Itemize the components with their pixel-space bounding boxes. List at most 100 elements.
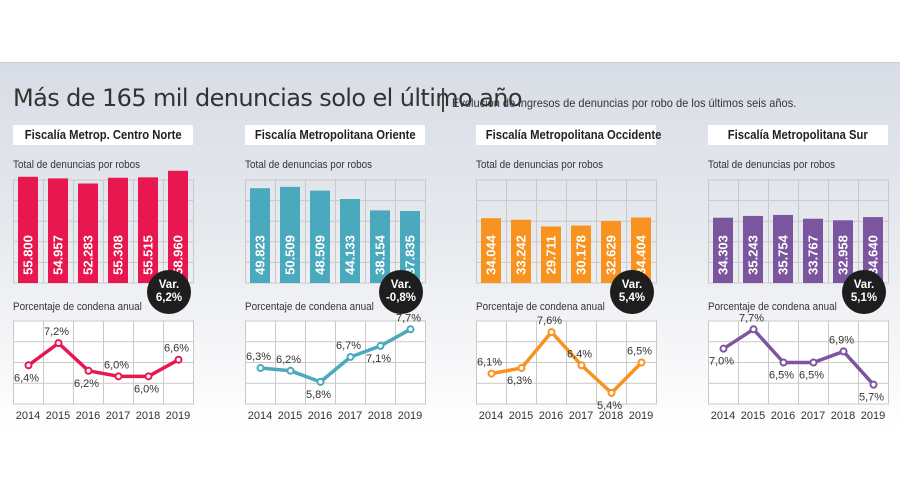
x-tick-label: 2018: [136, 410, 160, 422]
bar-chart-label: Total de denuncias por robos: [245, 159, 373, 171]
bar-grid: [476, 179, 657, 284]
bar-grid: [245, 179, 426, 284]
data-point: [174, 355, 183, 364]
data-point: [24, 361, 33, 370]
bar-value-label: 30.178: [574, 235, 589, 275]
data-point: [719, 344, 728, 353]
data-point: [637, 358, 646, 367]
x-tick-label: 2018: [599, 410, 623, 422]
top-divider: [0, 62, 900, 63]
bar-value-label: 32.958: [836, 235, 851, 275]
data-point: [779, 358, 788, 367]
bar-value-label: 33.242: [514, 235, 529, 275]
x-tick-label: 2019: [629, 410, 653, 422]
bar: [280, 186, 300, 283]
bar-value-label: 34.640: [866, 235, 881, 275]
bar: [631, 217, 651, 283]
point-value-label: 6,2%: [74, 378, 99, 390]
panel-charts-svg: 49.823 50.509 48.509 44.133 38.154 37.835 6,3%…: [245, 179, 426, 422]
bar-chart-label: Total de denuncias por robos: [708, 159, 836, 171]
variation-value: -0,8%: [385, 292, 417, 304]
bar-value-label: 33.767: [806, 235, 821, 275]
bar: [803, 218, 823, 283]
point-value-label: 6,9%: [829, 334, 854, 346]
bar: [713, 217, 733, 283]
variation-prefix: Var.: [621, 279, 643, 291]
panel-title-text: Fiscalía Metropolitana Occidente: [485, 128, 662, 142]
fiscalia-panel: Fiscalía Metropolitana Oriente Total de d…: [245, 125, 435, 425]
data-point: [839, 347, 848, 356]
panel-charts-svg: 55.800 54.957 52.283 55.308 55.515 58.960 6,4%…: [13, 170, 194, 422]
point-value-label: 6,1%: [477, 357, 502, 369]
variation-value: 6,2%: [155, 292, 183, 304]
bar: [743, 215, 763, 283]
x-tick-label: 2014: [479, 410, 503, 422]
title-separator: [442, 88, 444, 112]
data-point: [316, 377, 325, 386]
data-point: [84, 366, 93, 375]
page-title: Más de 165 mil denuncias solo el último …: [13, 84, 523, 112]
point-value-label: 7,0%: [709, 356, 734, 368]
fiscalia-panel: Fiscalía Metrop. Centro Norte Total de de…: [13, 125, 203, 425]
series-line: [260, 327, 412, 384]
data-point: [869, 380, 878, 389]
x-tick-label: 2019: [166, 410, 190, 422]
point-value-label: 6,4%: [14, 372, 39, 384]
data-point: [809, 358, 818, 367]
bar: [250, 188, 270, 283]
bar-grid: [708, 179, 889, 284]
x-tick-label: 2015: [741, 410, 765, 422]
bar-value-label: 44.133: [343, 235, 358, 275]
bar: [48, 178, 68, 283]
data-point: [54, 339, 63, 348]
data-point: [114, 372, 123, 381]
bar-value-label: 35.243: [746, 235, 761, 275]
bar: [400, 210, 420, 283]
x-tick-label: 2015: [278, 410, 302, 422]
panel-title: Fiscalía Metropolitana Oriente: [245, 125, 425, 145]
data-point: [607, 388, 616, 397]
data-point: [144, 372, 153, 381]
panel-title-text: Fiscalía Metropolitana Oriente: [254, 128, 416, 142]
variation-prefix: Var.: [853, 279, 875, 291]
bar-value-label: 32.629: [604, 235, 619, 275]
panel-title-text: Fiscalía Metrop. Centro Norte: [24, 128, 182, 142]
series-line: [491, 330, 643, 395]
point-value-label: 7,7%: [739, 312, 764, 324]
bar: [541, 226, 561, 283]
panel-charts-svg: 34.303 35.243 35.754 33.767 32.958 34.640 7,0%…: [708, 179, 889, 422]
bar-value-label: 38.154: [373, 234, 388, 275]
bar-value-label: 55.308: [111, 235, 126, 275]
x-tick-label: 2017: [338, 410, 362, 422]
variation-prefix: Var.: [158, 279, 180, 291]
bar: [571, 225, 591, 283]
bar-value-label: 49.823: [253, 235, 268, 275]
panel-title-text: Fiscalía Metropolitana Sur: [727, 128, 869, 142]
point-value-label: 5,8%: [306, 389, 331, 401]
point-value-label: 6,6%: [164, 343, 189, 355]
data-point: [487, 369, 496, 378]
x-tick-label: 2014: [248, 410, 272, 422]
bar: [773, 214, 793, 283]
variation-badge: Var. 5,4%: [610, 270, 654, 314]
bar-value-label: 29.711: [544, 235, 559, 274]
variation-value: 5,4%: [618, 292, 646, 304]
line-chart-label: Porcentaje de condena anual: [13, 301, 142, 313]
variation-prefix: Var.: [390, 279, 412, 291]
variation-badge: Var. -0,8%: [379, 270, 423, 314]
bar-chart-label: Total de denuncias por robos: [476, 159, 604, 171]
bar-grid: [13, 179, 194, 284]
panel-title: Fiscalía Metropolitana Occidente: [476, 125, 661, 145]
line-chart-label: Porcentaje de condena anual: [476, 301, 605, 313]
data-point: [577, 361, 586, 370]
bar-value-label: 55.515: [141, 235, 156, 275]
point-value-label: 6,4%: [567, 348, 592, 360]
x-tick-label: 2019: [398, 410, 422, 422]
bar: [370, 210, 390, 283]
data-point: [256, 364, 265, 373]
bar-value-label: 35.754: [776, 234, 791, 275]
point-value-label: 7,2%: [44, 326, 69, 338]
point-value-label: 5,7%: [859, 392, 884, 404]
bar-value-label: 55.800: [21, 235, 36, 275]
x-tick-label: 2018: [368, 410, 392, 422]
